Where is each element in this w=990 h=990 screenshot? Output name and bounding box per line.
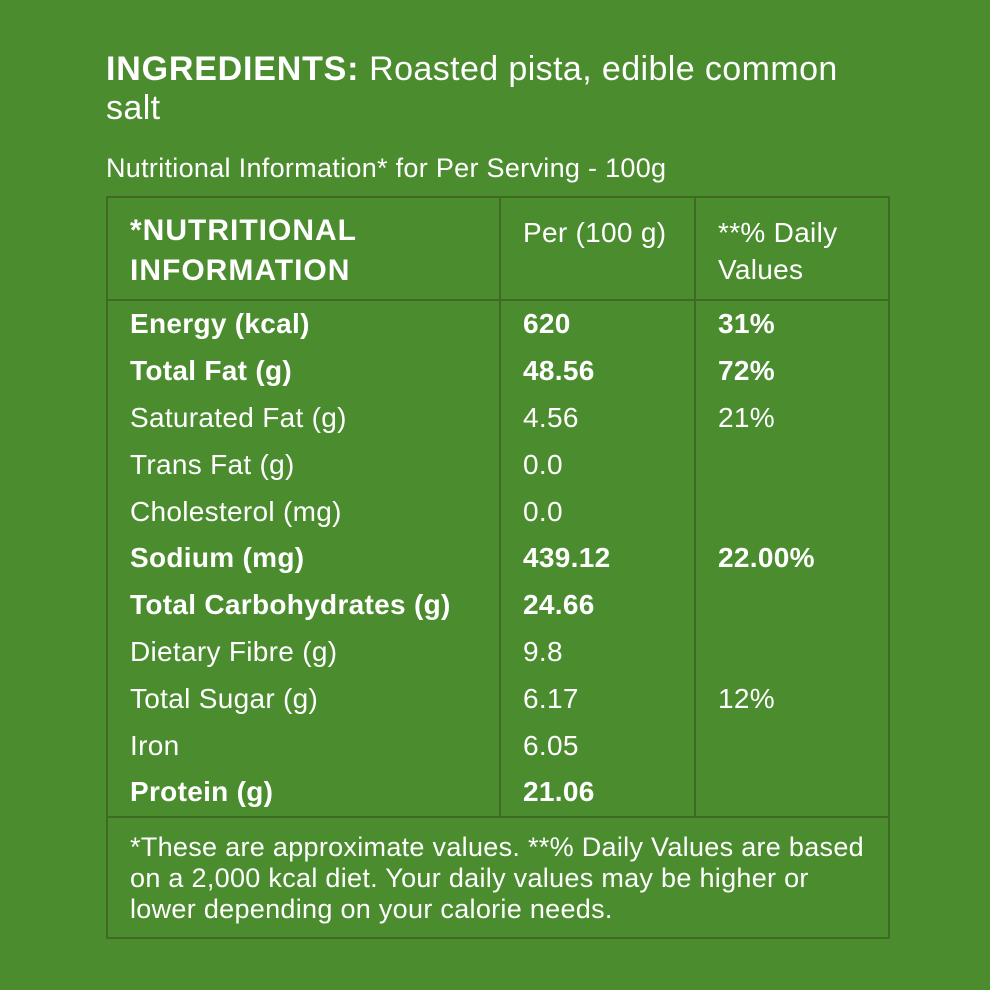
table-row: Energy (kcal) 620 31% xyxy=(108,301,888,348)
table-row: Sodium (mg) 439.12 22.00% xyxy=(108,534,888,582)
row-per-value: 48.56 xyxy=(501,347,696,395)
table-footnote: *These are approximate values. **% Daily… xyxy=(108,815,888,937)
nutrition-table: *NUTRITIONAL INFORMATION Per (100 g) **%… xyxy=(106,196,890,939)
row-nutrient-label: Iron xyxy=(108,722,501,769)
table-row: Total Carbohydrates (g) 24.66 xyxy=(108,581,888,629)
table-row: Saturated Fat (g) 4.56 21% xyxy=(108,394,888,442)
table-header-row: *NUTRITIONAL INFORMATION Per (100 g) **%… xyxy=(108,198,888,301)
table-row: Dietary Fibre (g) 9.8 xyxy=(108,628,888,676)
row-daily-value xyxy=(696,629,888,676)
table-row: Total Sugar (g) 6.17 12% xyxy=(108,675,888,723)
header-nutritional-information: *NUTRITIONAL INFORMATION xyxy=(108,198,501,299)
row-per-value: 0.0 xyxy=(501,488,696,535)
serving-subtitle: Nutritional Information* for Per Serving… xyxy=(106,153,667,183)
row-nutrient-label: Saturated Fat (g) xyxy=(108,394,501,442)
row-nutrient-label: Energy (kcal) xyxy=(108,301,501,348)
row-nutrient-label: Sodium (mg) xyxy=(108,534,501,582)
row-daily-value xyxy=(696,582,888,629)
row-daily-value: 31% xyxy=(718,308,775,340)
nutrition-label: INGREDIENTS: Roasted pista, edible commo… xyxy=(106,50,890,939)
header-per-100g: Per (100 g) xyxy=(501,198,696,299)
row-nutrient-label: Protein (g) xyxy=(108,768,501,816)
row-nutrient-label: Total Fat (g) xyxy=(108,347,501,395)
row-nutrient-label: Dietary Fibre (g) xyxy=(108,628,501,676)
row-daily-value xyxy=(696,769,888,816)
row-daily-value: 21% xyxy=(718,401,775,433)
row-nutrient-label: Total Carbohydrates (g) xyxy=(108,581,501,629)
row-per-value: 439.12 xyxy=(501,534,696,582)
row-daily-value xyxy=(696,488,888,535)
ingredients-label: INGREDIENTS: xyxy=(106,50,360,88)
row-daily-value: 72% xyxy=(718,355,775,387)
row-nutrient-label: Total Sugar (g) xyxy=(108,675,501,723)
row-per-value: 620 xyxy=(501,301,696,348)
row-per-value: 4.56 xyxy=(501,394,696,442)
table-row: Cholesterol (mg) 0.0 xyxy=(108,488,888,535)
row-daily-value xyxy=(696,441,888,488)
row-nutrient-label: Cholesterol (mg) xyxy=(108,488,501,535)
row-per-value: 9.8 xyxy=(501,628,696,676)
row-per-value: 21.06 xyxy=(501,768,696,816)
table-body: Energy (kcal) 620 31% Total Fat (g) 48.5… xyxy=(108,301,888,816)
row-daily-value: 22.00% xyxy=(718,542,815,574)
ingredients-heading: INGREDIENTS: Roasted pista, edible commo… xyxy=(106,50,890,128)
table-row: Trans Fat (g) 0.0 xyxy=(108,441,888,489)
header-daily-values: **% Daily Values xyxy=(718,217,838,285)
row-per-value: 24.66 xyxy=(501,581,696,629)
row-nutrient-label: Trans Fat (g) xyxy=(108,441,501,489)
row-daily-value: 12% xyxy=(718,682,775,714)
row-per-value: 0.0 xyxy=(501,441,696,489)
ingredients-text: Roasted pista, edible common salt xyxy=(106,50,838,127)
table-row: Protein (g) 21.06 xyxy=(108,768,888,816)
row-per-value: 6.05 xyxy=(501,722,696,769)
row-daily-value xyxy=(696,722,888,769)
table-row: Total Fat (g) 48.56 72% xyxy=(108,347,888,395)
table-row: Iron 6.05 xyxy=(108,722,888,769)
row-per-value: 6.17 xyxy=(501,675,696,723)
